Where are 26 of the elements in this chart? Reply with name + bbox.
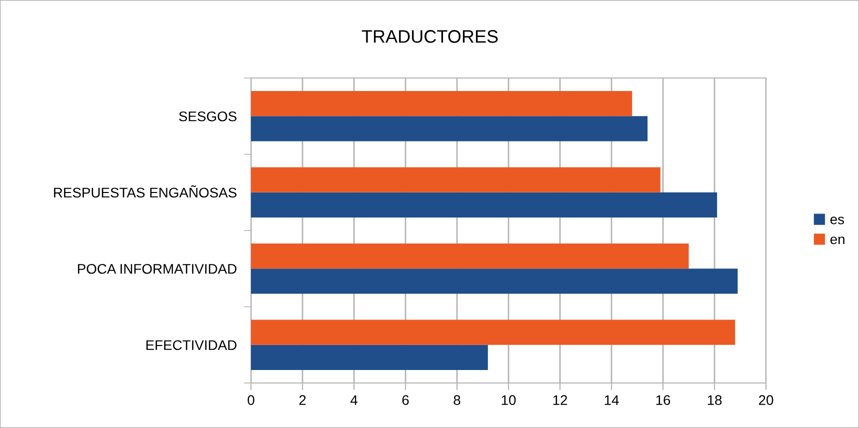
y-tick-label: POCA INFORMATIVIDAD — [78, 264, 236, 274]
y-tick-label: RESPUESTAS ENGAÑOSAS — [54, 185, 236, 198]
x-tick-label: 16 — [656, 395, 670, 406]
bar — [251, 90, 632, 116]
bar — [251, 243, 689, 269]
bar — [251, 344, 488, 370]
y-tick-label: EFECTIVIDAD — [146, 340, 236, 350]
bar — [251, 116, 648, 142]
x-tick-label: 2 — [299, 395, 306, 405]
legend-label: en — [830, 236, 844, 244]
x-tick-label: 10 — [502, 395, 516, 406]
x-tick-label: 0 — [248, 395, 254, 406]
bar — [251, 320, 736, 345]
x-tick-label: 8 — [454, 395, 460, 406]
x-tick-label: 6 — [402, 395, 409, 406]
y-tick-label: SESGOS — [179, 111, 236, 122]
x-tick-label: 14 — [604, 395, 619, 405]
chart-title: TRADUCTORES — [362, 30, 498, 43]
x-tick-label: 12 — [553, 395, 568, 405]
x-tick-label: 20 — [758, 395, 774, 406]
bar — [251, 167, 660, 192]
bar — [251, 192, 718, 218]
x-tick-label: 18 — [708, 395, 722, 406]
x-tick-label: 4 — [350, 395, 358, 405]
bar — [251, 268, 738, 294]
legend-label: es — [830, 216, 844, 224]
